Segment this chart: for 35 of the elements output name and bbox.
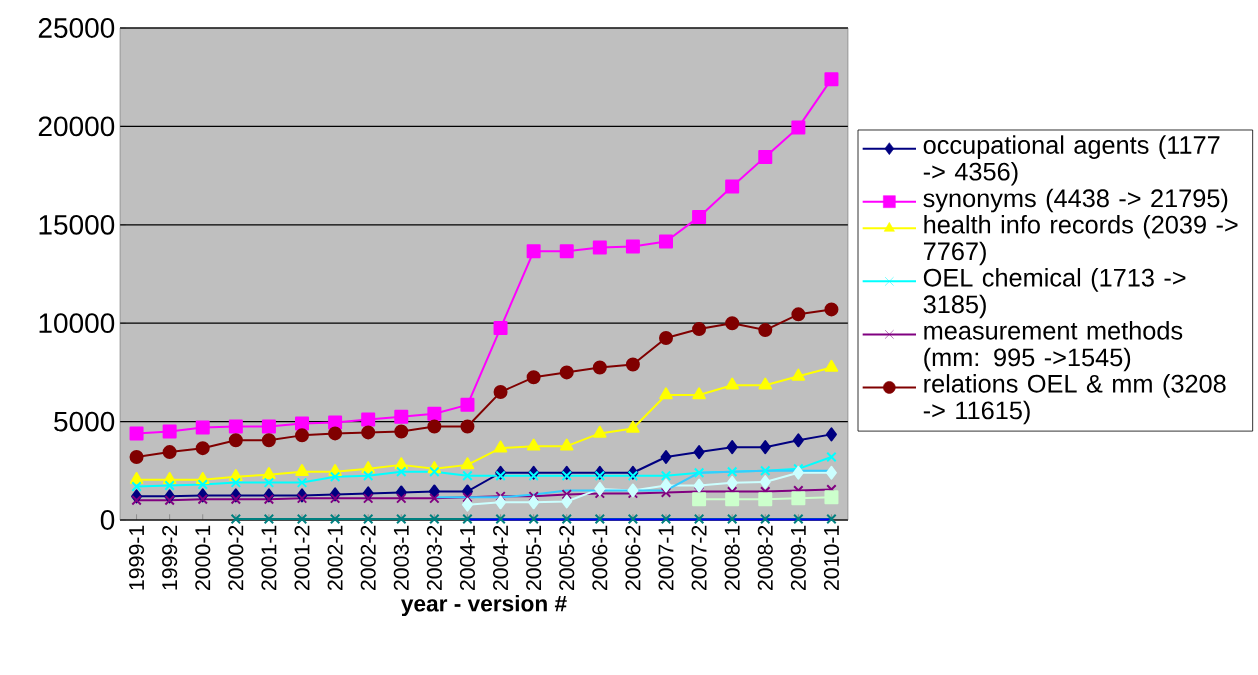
x-tick-label: 2001-2: [294, 525, 310, 591]
x-tick-label: 2006-1: [592, 525, 608, 591]
x-tick-label: 1999-1: [129, 525, 145, 590]
legend-label: OEL chemical (1713 -> 3185): [923, 268, 1186, 319]
x-axis-title: year - version #: [401, 594, 567, 617]
x-tick-label: 2008-1: [724, 525, 740, 591]
x-tick-label: 2003-1: [393, 525, 409, 591]
y-tick-label: 10000: [39, 313, 115, 334]
y-tick-label: 0: [100, 510, 115, 530]
x-tick-label: 2006-2: [625, 525, 641, 591]
x-tick-label: 2007-1: [658, 525, 674, 591]
legend-label: synonyms (4438 -> 21795): [923, 188, 1228, 213]
x-tick-label: 2004-1: [459, 525, 476, 591]
legend-label: occupational agents (1177 -> 4356): [923, 135, 1220, 186]
x-tick-label: 2003-2: [426, 525, 442, 591]
x-tick-label: 2009-1: [790, 525, 806, 591]
x-tick-label: 2002-1: [327, 525, 343, 591]
y-tick-label: 5000: [54, 411, 115, 432]
x-tick-label: 2010-1: [823, 525, 840, 591]
x-tick-label: 2002-2: [360, 525, 376, 591]
x-tick-label: 2004-2: [493, 525, 509, 591]
y-tick-label: 15000: [39, 214, 115, 235]
x-tick-label: 2001-1: [261, 525, 277, 591]
x-tick-label: 2005-1: [526, 525, 542, 591]
x-tick-label: 2000-1: [195, 525, 211, 591]
x-tick-label: 1999-2: [162, 525, 178, 590]
y-tick-label: 25000: [38, 18, 115, 38]
legend-label: relations OEL & mm (3208 -> 11615): [923, 374, 1226, 425]
legend-label: health info records (2039 -> 7767): [923, 215, 1238, 266]
x-tick-label: 2000-2: [228, 525, 244, 591]
legend-label: measurement methods (mm: 995 ->1545): [924, 321, 1183, 372]
y-tick-label: 20000: [38, 116, 115, 137]
x-tick-label: 2008-2: [757, 525, 773, 591]
x-tick-label: 2005-2: [559, 525, 575, 591]
x-tick-label: 2007-2: [691, 525, 707, 591]
